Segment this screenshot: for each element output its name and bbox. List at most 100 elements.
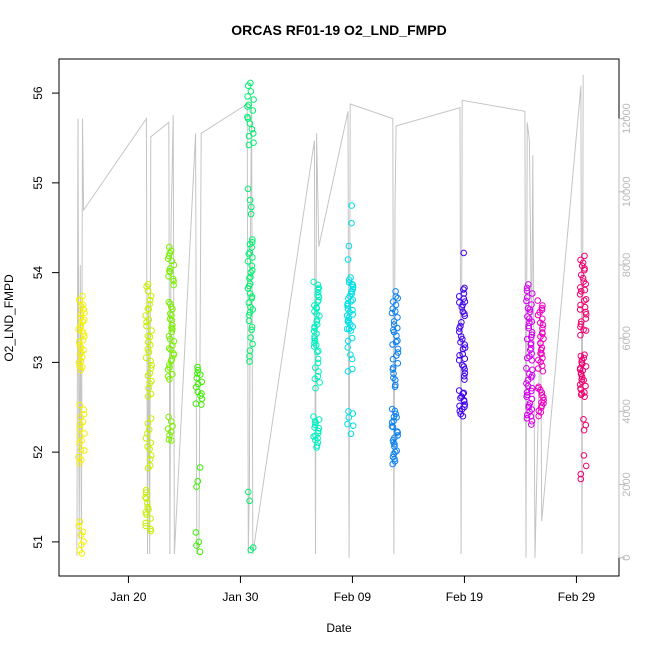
data-point [528, 417, 536, 425]
data-point [388, 419, 396, 426]
data-point [582, 462, 590, 470]
data-point [166, 335, 174, 343]
data-point [459, 361, 466, 369]
data-point [147, 357, 154, 365]
data-point [145, 316, 153, 324]
data-point [144, 420, 152, 427]
data-point [347, 430, 355, 438]
data-point [77, 324, 84, 331]
flight-series-12 [576, 252, 590, 483]
x-tick-label: Feb 19 [446, 590, 484, 604]
data-point [76, 296, 83, 304]
data-point [75, 359, 83, 367]
data-point [80, 406, 88, 414]
data-point [166, 431, 173, 439]
data-point [146, 462, 154, 469]
data-point [578, 262, 586, 270]
data-point [458, 319, 465, 326]
data-point [247, 88, 255, 95]
data-point [582, 308, 590, 316]
data-point [145, 348, 153, 356]
y2-tick-label: 8000 [621, 253, 633, 277]
data-point [580, 452, 588, 459]
data-point [534, 365, 542, 372]
data-point [459, 308, 467, 316]
data-point [524, 305, 532, 312]
y2-tick-label: 4000 [621, 399, 633, 423]
data-point [528, 301, 535, 308]
data-point [578, 318, 585, 325]
data-point [388, 309, 396, 317]
data-point [523, 380, 530, 387]
data-point [250, 139, 257, 146]
data-point [461, 310, 468, 317]
data-point [166, 376, 173, 383]
data-point [344, 420, 351, 428]
data-point [523, 297, 530, 305]
data-point [394, 337, 401, 345]
data-point [311, 424, 318, 431]
data-point [147, 390, 155, 398]
data-point [394, 360, 402, 367]
data-point [148, 377, 155, 385]
data-point [527, 340, 535, 347]
data-point [577, 256, 584, 264]
flight-series-5 [244, 79, 257, 554]
data-point [461, 376, 468, 383]
data-point [461, 344, 469, 352]
data-point [144, 443, 151, 450]
data-point [460, 286, 467, 293]
data-point [194, 366, 202, 374]
data-point [525, 322, 532, 330]
data-point [247, 79, 254, 87]
data-point [81, 447, 88, 454]
data-point [523, 335, 531, 343]
data-point [348, 334, 356, 342]
data-point [249, 107, 257, 114]
y-tick-label: 55 [31, 176, 45, 190]
data-point [311, 302, 318, 309]
data-point [579, 274, 587, 282]
data-point [539, 329, 546, 336]
data-point [535, 383, 542, 391]
data-point [349, 306, 356, 314]
data-point [165, 243, 173, 251]
data-point [80, 538, 87, 545]
data-point [196, 464, 204, 471]
data-point [391, 455, 398, 463]
data-point [310, 278, 317, 286]
altitude-trace [76, 74, 584, 558]
data-point [167, 247, 175, 255]
y2-tick-label: 12000 [621, 103, 633, 134]
data-point [196, 548, 204, 556]
data-point [580, 278, 588, 285]
data-point [77, 310, 85, 318]
data-point [146, 301, 153, 308]
y-tick-label: 53 [31, 355, 45, 369]
data-point [390, 321, 398, 328]
data-point [390, 374, 397, 382]
data-point [194, 380, 202, 388]
data-point [527, 413, 535, 420]
data-point [582, 421, 590, 429]
data-point [143, 318, 150, 326]
flight-series-11 [534, 297, 547, 420]
data-point [347, 274, 354, 281]
data-point [142, 489, 150, 496]
data-point [461, 369, 469, 377]
data-point [344, 344, 352, 351]
data-point [169, 422, 176, 430]
data-point [148, 362, 155, 369]
data-point [144, 503, 151, 511]
data-point [577, 284, 584, 291]
data-point [577, 352, 585, 360]
data-point [345, 242, 353, 250]
flight-series-8 [388, 288, 402, 468]
data-point [523, 365, 530, 372]
data-point [148, 327, 155, 334]
data-point [345, 408, 352, 415]
data-point [460, 249, 468, 257]
data-point [538, 304, 546, 312]
data-point [528, 395, 536, 403]
